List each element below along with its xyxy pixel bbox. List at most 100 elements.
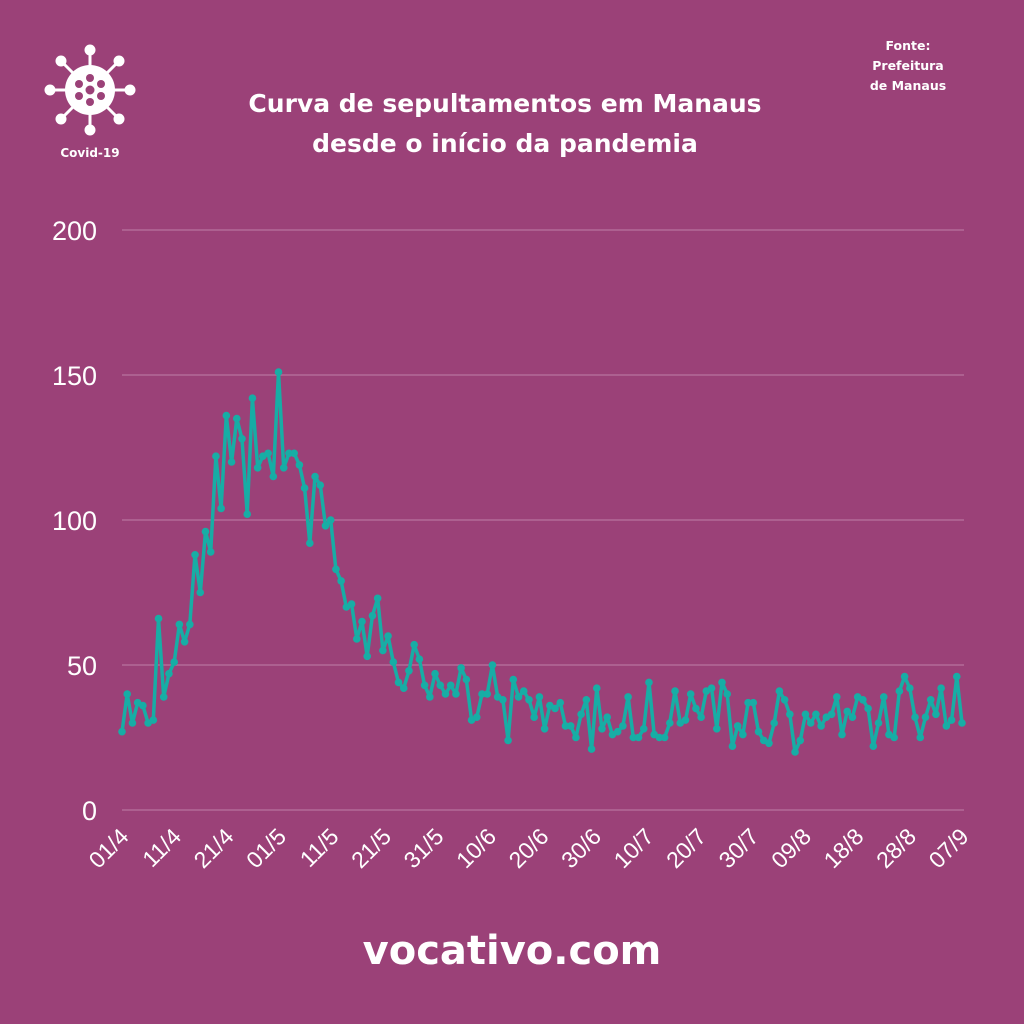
data-point (624, 693, 632, 701)
data-point (639, 725, 648, 733)
data-point (937, 684, 945, 692)
data-point (864, 704, 872, 713)
data-point (754, 727, 763, 736)
data-point (426, 693, 434, 701)
data-point (681, 716, 690, 724)
data-point (509, 675, 518, 684)
data-point (415, 655, 424, 663)
x-tick-label: 01/4 (83, 823, 133, 873)
y-tick-label: 150 (52, 361, 97, 391)
x-tick-label: 11/4 (137, 823, 186, 872)
data-point (932, 710, 940, 719)
data-point (478, 690, 486, 698)
data-point (921, 713, 930, 721)
data-point (749, 698, 758, 707)
data-point (660, 733, 669, 742)
source-line-1: Fonte: (885, 38, 931, 53)
data-point (895, 687, 904, 695)
data-point (227, 458, 236, 466)
data-point (149, 716, 158, 724)
data-point (243, 510, 252, 518)
data-point (874, 719, 883, 727)
data-point (775, 687, 784, 695)
data-point (499, 696, 507, 704)
data-point (666, 719, 674, 727)
data-point (958, 719, 966, 727)
data-point (765, 739, 773, 748)
x-tick-label: 01/5 (241, 823, 291, 873)
data-point (832, 693, 841, 701)
data-point (686, 690, 695, 698)
data-point (838, 730, 846, 739)
data-point (352, 635, 361, 643)
data-point (697, 713, 705, 721)
source-line-2: Prefeitura (872, 58, 944, 73)
data-point (363, 652, 372, 661)
x-tick-label: 28/8 (871, 823, 921, 873)
data-point (619, 722, 627, 730)
data-point (332, 565, 340, 574)
data-point (128, 719, 137, 727)
data-point (488, 661, 497, 669)
data-point (592, 684, 601, 692)
data-point (462, 675, 471, 684)
data-point (186, 620, 194, 629)
data-point (525, 696, 533, 704)
x-tick-label: 07/9 (923, 823, 973, 873)
data-point (321, 522, 330, 530)
data-point (744, 698, 752, 707)
data-point (890, 733, 898, 742)
data-point (472, 713, 481, 721)
data-point (389, 658, 398, 666)
data-point (191, 551, 199, 559)
data-point (952, 672, 961, 681)
data-point (556, 698, 565, 707)
data-point (170, 658, 178, 666)
data-point (326, 516, 335, 524)
x-tick-label: 30/7 (713, 823, 763, 873)
data-point (906, 684, 914, 692)
data-point (274, 368, 283, 376)
x-tick-label: 20/6 (503, 823, 553, 873)
data-point (436, 681, 445, 690)
data-point (300, 484, 309, 492)
data-point (577, 710, 585, 719)
data-point (786, 710, 794, 719)
data-point (196, 588, 205, 597)
data-point (566, 722, 575, 730)
data-point (139, 701, 147, 710)
data-point (253, 464, 262, 472)
data-point (634, 733, 643, 742)
x-tick-label: 10/6 (451, 823, 501, 873)
virus-icon (44, 44, 136, 136)
data-point (770, 719, 778, 727)
data-point (206, 548, 215, 556)
data-point (394, 678, 403, 687)
data-point (551, 704, 559, 713)
data-point (180, 638, 189, 646)
data-point (879, 693, 888, 701)
x-tick-label: 21/5 (346, 823, 396, 873)
data-point (817, 722, 825, 730)
data-point (911, 713, 919, 721)
data-point (175, 620, 184, 629)
data-point (165, 669, 173, 678)
data-point (373, 594, 382, 603)
data-point (201, 527, 210, 536)
data-point (843, 707, 852, 716)
data-point (718, 678, 726, 687)
data-point (483, 690, 492, 698)
data-point (942, 722, 951, 730)
data-point (796, 736, 805, 745)
data-point (452, 690, 460, 698)
data-point (232, 414, 241, 423)
data-point (645, 678, 653, 687)
data-point (306, 539, 314, 547)
data-point (212, 452, 220, 461)
data-point (399, 684, 408, 692)
x-tick-label: 20/7 (661, 823, 711, 873)
data-point (347, 600, 356, 608)
data-point (504, 736, 512, 745)
title-line-2: desde o início da pandemia (312, 129, 698, 158)
data-point (123, 690, 132, 698)
